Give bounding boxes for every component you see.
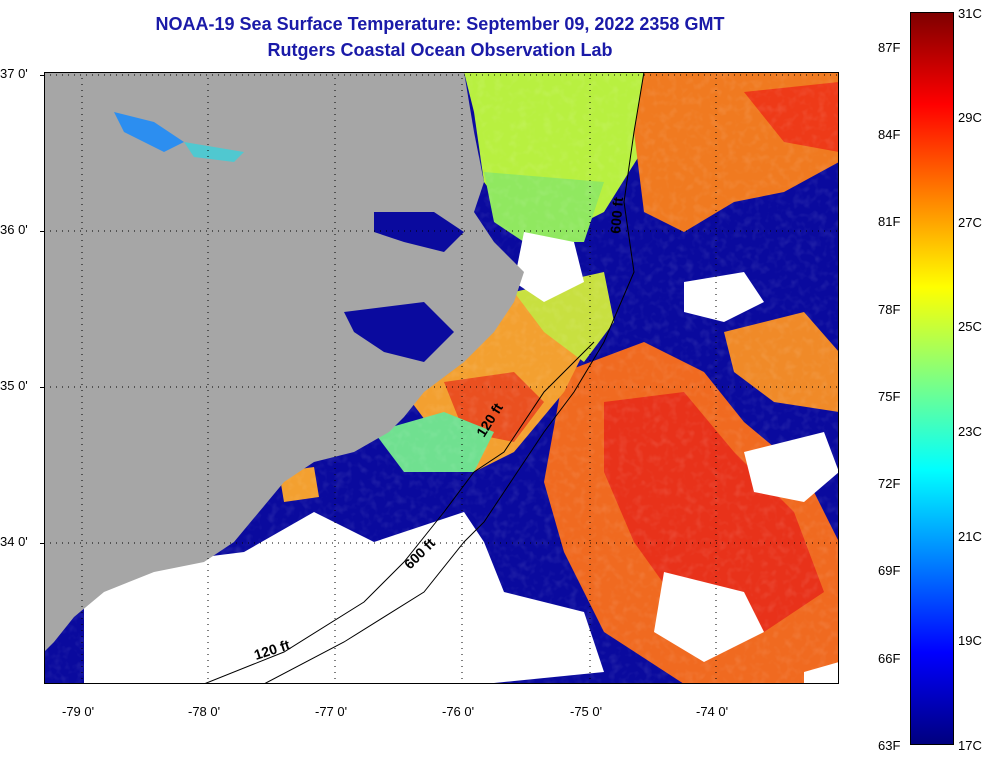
lat-label: 37 0' [0,66,28,81]
colorbar-c-label: 27C [958,215,982,230]
lon-label: -76 0' [442,704,475,719]
map-subtitle: Rutgers Coastal Ocean Observation Lab [267,40,613,60]
lat-label: 36 0' [0,222,28,237]
colorbar-c-label: 23C [958,424,982,439]
lat-label: 34 0' [0,534,28,549]
colorbar-f-label: 72F [878,476,901,491]
colorbar-f-label: 63F [878,738,901,753]
colorbar-c-label: 29C [958,110,982,125]
lon-label: -79 0' [62,704,95,719]
temperature-colorbar [910,12,954,745]
colorbar-f-label: 84F [878,127,901,142]
colorbar-f-label: 78F [878,302,901,317]
map-frame [44,72,839,684]
colorbar-c-label: 21C [958,529,982,544]
colorbar-f-label: 87F [878,40,901,55]
colorbar-c-label: 25C [958,319,982,334]
colorbar-c-label: 17C [958,738,982,753]
lat-label: 35 0' [0,378,28,393]
colorbar-f-label: 66F [878,651,901,666]
lon-label: -77 0' [315,704,348,719]
isobath-label: 600 ft [607,196,626,234]
lon-label: -75 0' [570,704,603,719]
map-title: NOAA-19 Sea Surface Temperature: Septemb… [155,14,725,34]
lon-label: -74 0' [696,704,729,719]
colorbar-f-label: 81F [878,214,901,229]
sst-map: 120 ft 120 ft 600 ft 600 ft [44,72,839,684]
colorbar-c-label: 31C [958,6,982,21]
colorbar-f-label: 69F [878,563,901,578]
graticule [44,72,839,684]
lon-label: -78 0' [188,704,221,719]
colorbar-f-label: 75F [878,389,901,404]
isobath-lines [203,72,645,684]
colorbar-c-label: 19C [958,633,982,648]
